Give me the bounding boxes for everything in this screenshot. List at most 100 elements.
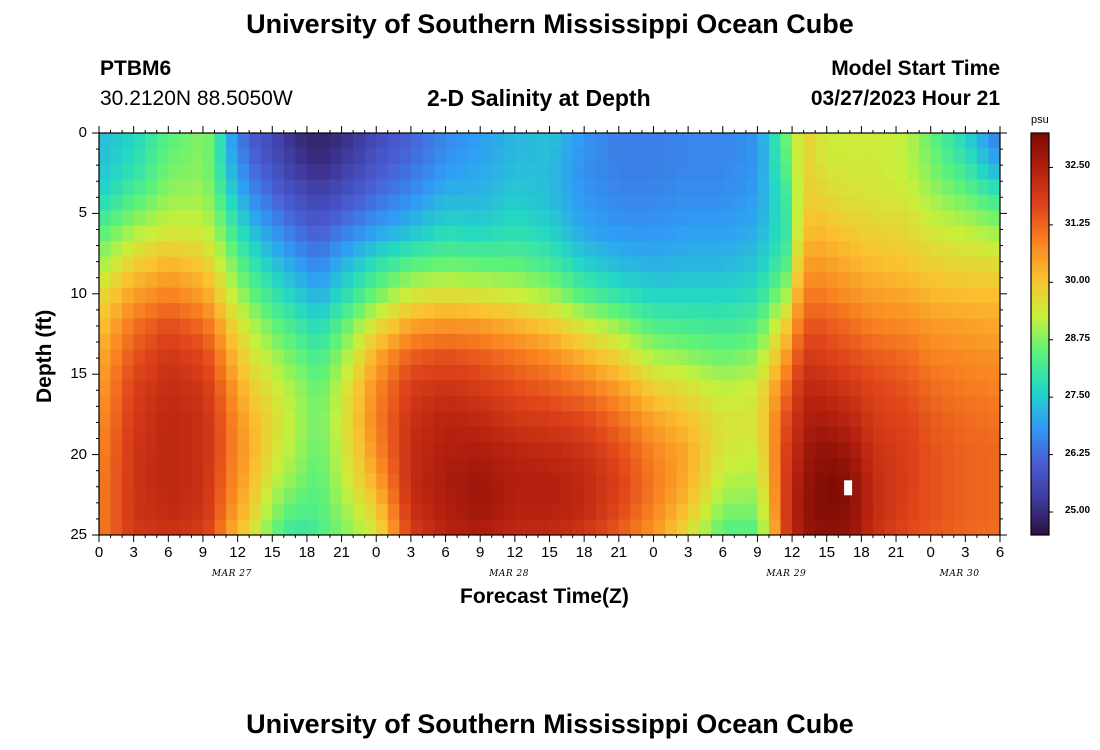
heatmap-cell: [306, 488, 320, 505]
heatmap-cell: [145, 395, 158, 412]
heatmap-cell: [99, 194, 112, 211]
heatmap-cell: [330, 241, 343, 258]
heatmap-cell: [191, 334, 204, 351]
heatmap-cell: [838, 287, 851, 304]
heatmap-cell: [214, 179, 227, 196]
heatmap-cell: [953, 426, 966, 443]
heatmap-cell: [907, 318, 920, 335]
colorbar-tick-label: 28.75: [1065, 332, 1091, 344]
heatmap-cell: [353, 318, 366, 335]
heatmap-cell: [641, 303, 655, 320]
heatmap-cell: [665, 133, 678, 150]
heatmap-cell: [722, 364, 735, 381]
heatmap-cell: [306, 256, 320, 273]
heatmap-cell: [653, 148, 666, 165]
x-tick-label: 15: [818, 544, 836, 561]
heatmap-cell: [988, 133, 1000, 150]
heatmap-cell: [803, 334, 816, 351]
heatmap-cell: [861, 473, 874, 490]
heatmap-cell: [930, 457, 943, 474]
heatmap-cell: [803, 287, 816, 304]
heatmap-cell: [919, 519, 932, 535]
heatmap-cell: [156, 504, 169, 521]
heatmap-cell: [722, 133, 735, 150]
heatmap-cell: [815, 488, 828, 505]
heatmap-cell: [618, 411, 631, 428]
heatmap-cell: [318, 349, 331, 366]
heatmap-cell: [168, 256, 181, 273]
heatmap-cell: [665, 179, 678, 196]
heatmap-cell: [780, 303, 793, 320]
heatmap-cell: [295, 426, 308, 443]
heatmap-cell: [849, 334, 862, 351]
heatmap-cell: [768, 303, 782, 320]
heatmap-cell: [907, 334, 920, 351]
heatmap-cell: [503, 519, 516, 535]
heatmap-cell: [942, 287, 955, 304]
heatmap-cell: [110, 272, 123, 289]
heatmap-cell: [665, 426, 678, 443]
heatmap-cell: [202, 225, 216, 242]
heatmap-cell: [179, 395, 193, 412]
heatmap-cell: [953, 272, 966, 289]
heatmap-cell: [907, 133, 920, 150]
heatmap-cell: [353, 148, 366, 165]
heatmap-cell: [341, 133, 354, 150]
heatmap-cell: [722, 473, 735, 490]
heatmap-cell: [953, 163, 966, 180]
heatmap-cell: [907, 380, 920, 397]
heatmap-cell: [722, 442, 735, 459]
heatmap-cell: [537, 426, 551, 443]
heatmap-cell: [688, 133, 701, 150]
heatmap-cell: [988, 163, 1000, 180]
heatmap-cell: [145, 194, 158, 211]
heatmap-cell: [768, 163, 782, 180]
heatmap-cell: [364, 225, 377, 242]
heatmap-cell: [237, 163, 250, 180]
heatmap-cell: [595, 364, 608, 381]
heatmap-cell: [965, 426, 978, 443]
heatmap-cell: [156, 194, 169, 211]
heatmap-cell: [780, 210, 793, 227]
heatmap-cell: [699, 148, 712, 165]
heatmap-cell: [711, 148, 724, 165]
heatmap-cell: [549, 457, 562, 474]
heatmap-cell: [537, 241, 551, 258]
heatmap-cell: [930, 426, 943, 443]
heatmap-cell: [457, 488, 470, 505]
heatmap-cell: [988, 179, 1000, 196]
heatmap-cell: [653, 210, 666, 227]
heatmap-cell: [364, 473, 377, 490]
heatmap-cell: [630, 364, 643, 381]
heatmap-cell: [595, 349, 608, 366]
heatmap-cell: [803, 179, 816, 196]
heatmap-cell: [526, 148, 539, 165]
heatmap-cell: [306, 287, 320, 304]
heatmap-cell: [445, 504, 458, 521]
heatmap-cell: [549, 411, 562, 428]
heatmap-cell: [318, 303, 331, 320]
heatmap-cell: [226, 504, 239, 521]
heatmap-cell: [145, 287, 158, 304]
heatmap-cell: [919, 442, 932, 459]
x-tick-label: 3: [683, 544, 693, 561]
heatmap-cell: [318, 148, 331, 165]
heatmap-cell: [572, 272, 585, 289]
heatmap-cell: [457, 303, 470, 320]
heatmap-cell: [341, 318, 354, 335]
heatmap-cell: [896, 272, 909, 289]
heatmap-cell: [122, 133, 135, 150]
heatmap-cell: [872, 148, 886, 165]
heatmap-cell: [410, 473, 424, 490]
heatmap-cell: [353, 287, 366, 304]
heatmap-cell: [491, 364, 504, 381]
heatmap-cell: [122, 163, 135, 180]
heatmap-cell: [110, 411, 123, 428]
heatmap-cell: [168, 380, 181, 397]
heatmap-cell: [780, 225, 793, 242]
heatmap-cell: [364, 426, 377, 443]
heatmap-cell: [768, 457, 782, 474]
heatmap-cell: [480, 148, 493, 165]
date-label: MAR 30: [939, 569, 980, 579]
heatmap-cell: [572, 256, 585, 273]
